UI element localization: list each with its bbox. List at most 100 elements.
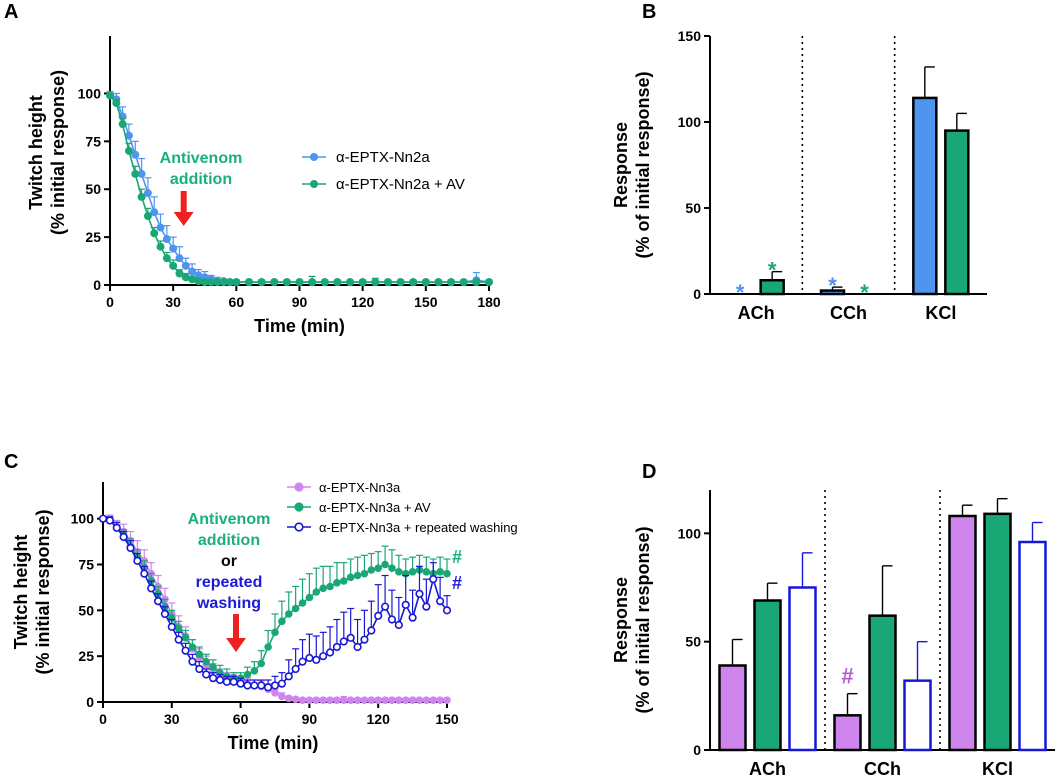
- x-tick-label: 180: [477, 294, 501, 310]
- significance-mark: *: [736, 280, 745, 305]
- y-axis-label: Response: [611, 577, 631, 663]
- data-point: [443, 696, 451, 704]
- significance-mark: #: [841, 664, 853, 689]
- y-tick-label: 75: [78, 557, 94, 573]
- y-tick-label: 0: [86, 694, 94, 710]
- data-point: [160, 609, 170, 619]
- data-point: [133, 556, 142, 565]
- y-tick-label: 0: [693, 286, 701, 302]
- data-point: [339, 637, 348, 646]
- data-point: [244, 278, 253, 287]
- data-point: [232, 278, 241, 287]
- y-tick-label: 25: [78, 648, 94, 664]
- data-point: [388, 564, 396, 572]
- data-point: [360, 569, 369, 578]
- data-point: [140, 569, 149, 578]
- x-tick-label: 0: [106, 294, 114, 310]
- bar: [983, 512, 1012, 752]
- bar: [868, 614, 897, 752]
- bar: [833, 714, 862, 752]
- y-tick-label: 100: [78, 85, 102, 101]
- data-point: [333, 278, 342, 287]
- data-point: [408, 696, 417, 704]
- data-point: [162, 235, 171, 244]
- x-axis-label: Time (min): [228, 733, 319, 753]
- data-point: [326, 582, 334, 591]
- data-point: [270, 681, 280, 690]
- data-point: [394, 620, 403, 630]
- x-tick-label: 90: [292, 294, 308, 310]
- bar: [788, 586, 817, 752]
- series-line: [102, 517, 448, 680]
- panel-label-a: A: [4, 1, 18, 23]
- data-point: [124, 146, 133, 155]
- data-point: [167, 622, 176, 631]
- data-point: [257, 659, 266, 668]
- category-label: KCl: [982, 759, 1013, 779]
- data-point: [236, 679, 245, 688]
- x-tick-label: 0: [99, 711, 107, 727]
- data-point: [436, 568, 444, 576]
- panel-label-d: D: [642, 461, 656, 483]
- x-axis-label: Time (min): [254, 316, 345, 336]
- bar: [1018, 540, 1047, 752]
- annotation-or: or: [221, 553, 237, 570]
- data-point: [284, 610, 293, 618]
- data-point: [257, 278, 266, 287]
- data-point: [271, 628, 279, 637]
- data-point: [429, 696, 438, 704]
- data-point: [270, 278, 279, 287]
- significance-mark: *: [860, 280, 869, 305]
- data-point: [202, 670, 211, 679]
- data-point: [340, 577, 348, 585]
- data-point: [346, 696, 355, 704]
- y-tick-label: 50: [685, 634, 701, 650]
- data-point: [119, 532, 128, 542]
- data-point: [147, 584, 156, 593]
- y-axis-label-unit: (% initial response): [33, 509, 53, 674]
- panel-label-b: B: [642, 1, 656, 23]
- x-tick-label: 60: [229, 294, 245, 310]
- category-label: ACh: [749, 759, 786, 779]
- data-point: [277, 679, 286, 688]
- data-point: [150, 229, 159, 238]
- y-tick-label: 50: [78, 602, 94, 618]
- legend-label: α-EPTX-Nn3a + AV: [319, 500, 431, 515]
- data-point: [346, 633, 355, 642]
- data-point: [169, 244, 178, 253]
- data-point: [278, 617, 286, 626]
- y-tick-label: 100: [678, 114, 702, 130]
- arrow-head: [173, 212, 194, 226]
- legend-marker: [310, 153, 318, 161]
- data-point: [215, 675, 225, 685]
- series-1: [106, 91, 493, 287]
- data-point: [319, 652, 328, 661]
- x-tick-label: 150: [414, 294, 438, 310]
- data-point: [257, 681, 266, 690]
- data-point: [209, 663, 217, 671]
- data-point: [443, 569, 451, 578]
- panel-d-bar-chart: 0 50 100 Response (% of initial response) ACh…: [611, 490, 1055, 779]
- panel-b-bar-chart: 0 50 100 150 Response (% of initial response)…: [611, 28, 987, 323]
- category-label: KCl: [925, 303, 956, 323]
- data-point: [346, 573, 355, 582]
- data-point: [395, 696, 403, 704]
- category-label: CCh: [830, 303, 867, 323]
- bar: [718, 664, 747, 752]
- data-point: [305, 653, 314, 663]
- y-tick-label: 75: [85, 133, 101, 149]
- data-point: [282, 278, 291, 287]
- legend-label: α-EPTX-Nn3a + repeated washing: [319, 520, 518, 535]
- data-point: [229, 677, 238, 686]
- x-tick-label: 150: [435, 711, 459, 727]
- legend-marker: [294, 522, 304, 532]
- data-point: [360, 696, 369, 704]
- data-point: [243, 681, 252, 690]
- data-point: [188, 267, 197, 276]
- bar: [903, 679, 932, 752]
- data-point: [383, 278, 392, 287]
- significance-mark: #: [452, 573, 462, 593]
- data-point: [105, 516, 114, 525]
- data-point: [436, 597, 445, 606]
- panel-a-line-chart: 0 25 50 75 100 0 30 60 90 120 150 180 Time (min) Twit…: [26, 36, 501, 336]
